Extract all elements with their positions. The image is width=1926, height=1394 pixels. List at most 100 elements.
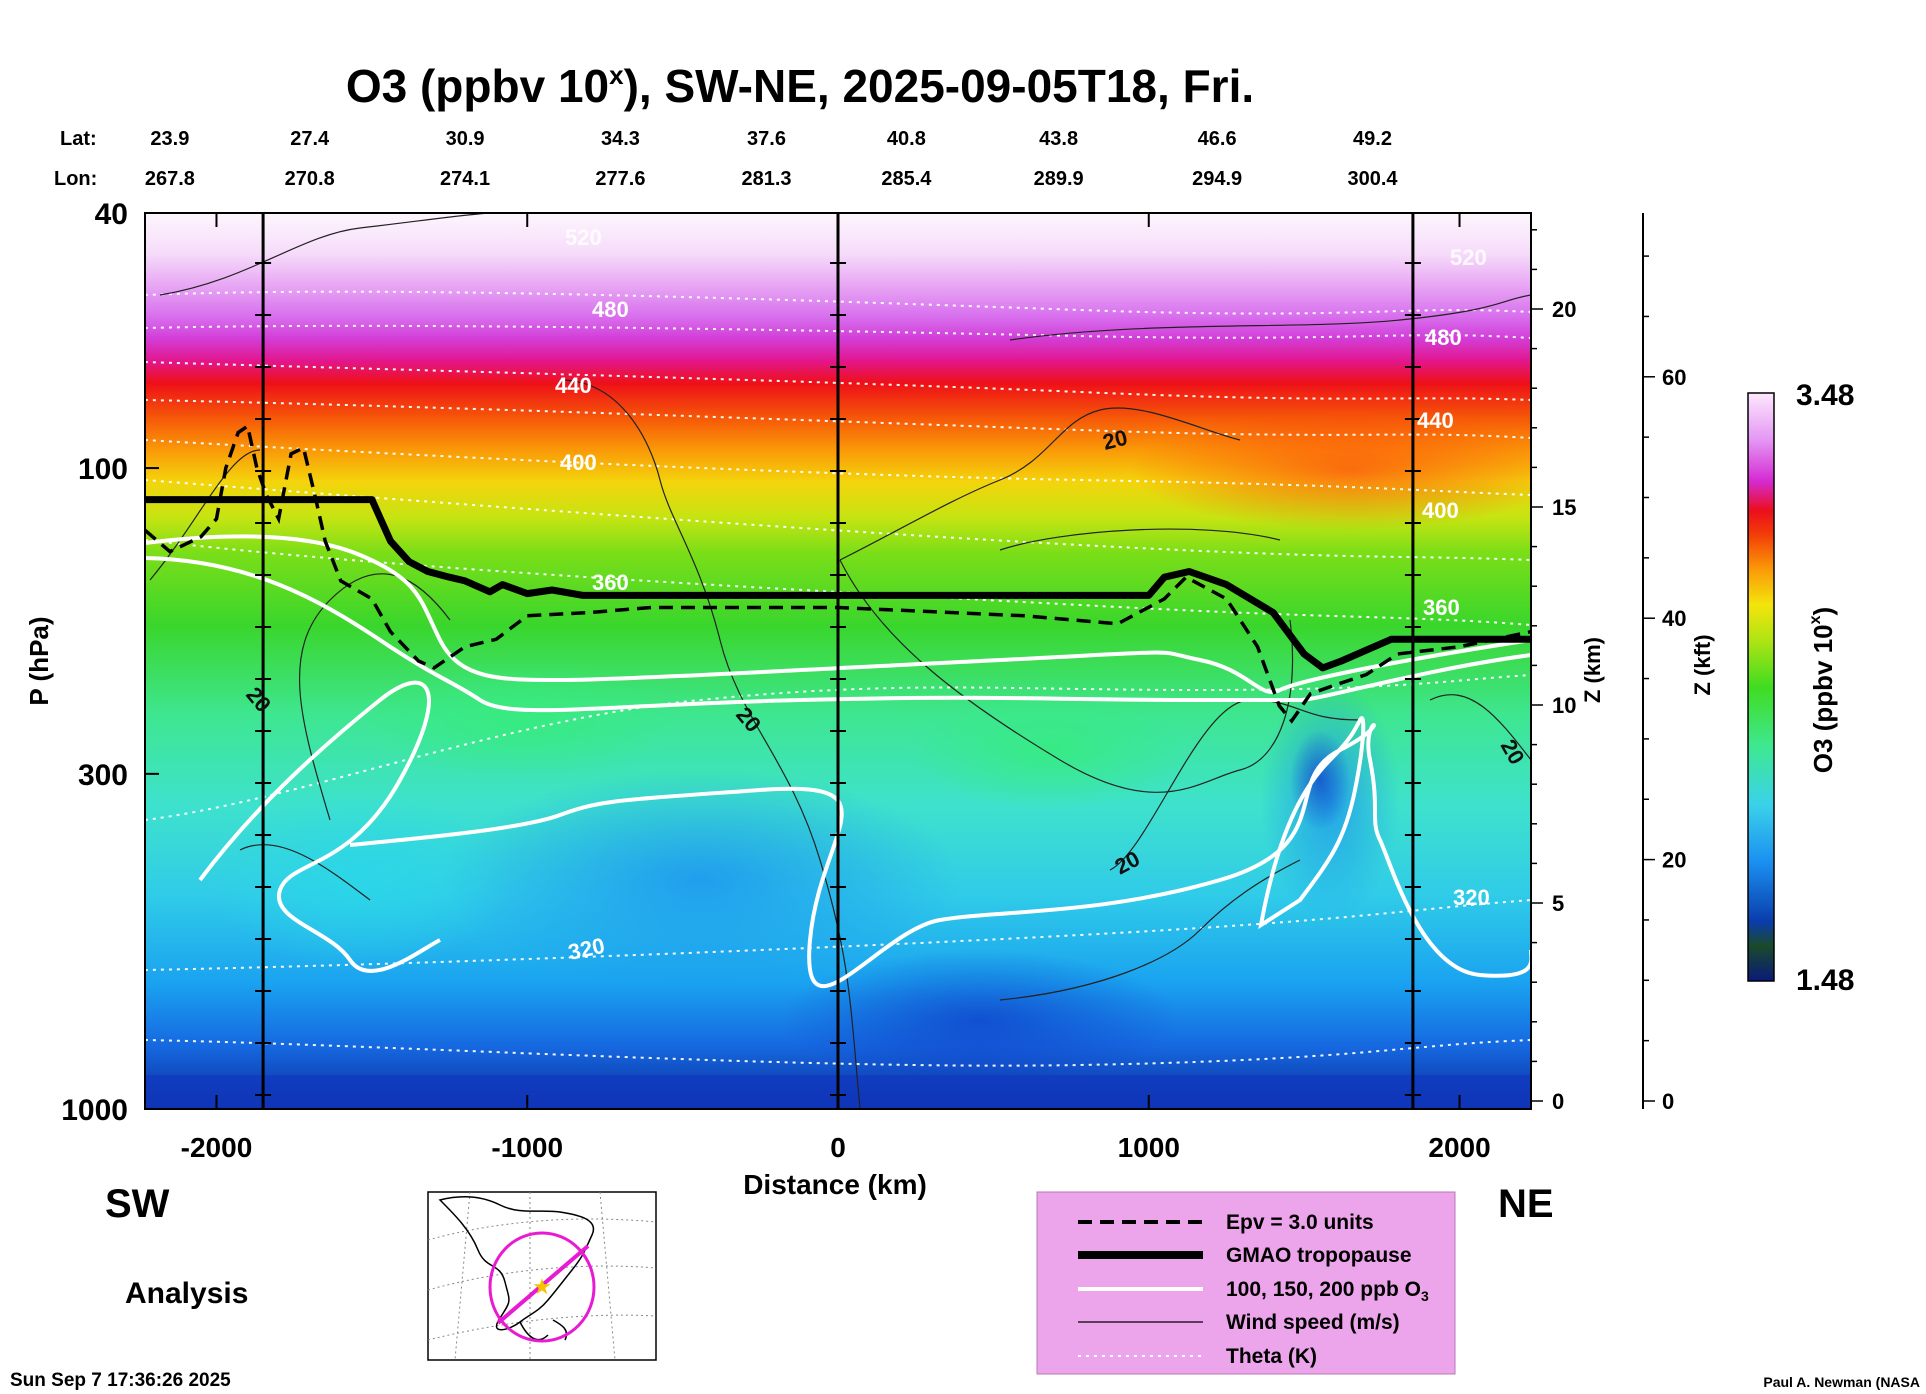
lon-value: 270.8 (285, 168, 335, 190)
x-tick-label: 1000 (1118, 1132, 1180, 1163)
theta-label: 440 (555, 373, 592, 398)
coastline (438, 1195, 595, 1331)
theta-contour-line (145, 439, 1531, 496)
theta-label: 400 (560, 450, 597, 475)
theta-contour-line (145, 899, 1531, 971)
theta-contour-line (145, 290, 1531, 315)
lon-value: 277.6 (595, 168, 645, 190)
theta-contour-line (145, 674, 1531, 821)
theta-contour-line (145, 361, 1531, 401)
lat-row-label: Lat: (60, 128, 97, 150)
o3-ppb-contours (145, 534, 1531, 988)
colorbar-label: O3 (ppbv 10x) (1807, 607, 1838, 773)
y-tick-label: 100 (78, 453, 128, 486)
lon-value: 285.4 (881, 168, 932, 190)
legend-item-wind: Wind speed (m/s) (1226, 1311, 1400, 1334)
z-km-tick-label: 5 (1552, 891, 1564, 916)
x-axis: -2000 -1000 0 1000 2000 (181, 213, 1491, 1163)
x-tick-label: -1000 (491, 1132, 563, 1163)
theta-label: 440 (1417, 408, 1454, 433)
z-kft-tick-label: 60 (1662, 365, 1686, 390)
map-range-ring (488, 1231, 596, 1343)
y-axis-label: P (hPa) (24, 616, 54, 705)
wind-contour-line (298, 573, 451, 821)
lon-value: 294.9 (1192, 168, 1242, 190)
legend-item-theta: Theta (K) (1226, 1345, 1317, 1368)
lat-value: 23.9 (150, 128, 189, 150)
y-tick-label: 40 (95, 198, 128, 231)
lon-value: 289.9 (1034, 168, 1084, 190)
footer-timestamp: Sun Sep 7 17:36:26 2025 (10, 1370, 231, 1391)
colorbar: 3.48 1.48 O3 (ppbv 10x) (1747, 379, 1854, 997)
z-kft-tick-label: 0 (1662, 1089, 1674, 1114)
gmao-tropopause-line (145, 496, 1531, 672)
z-km-tick-label: 10 (1552, 693, 1576, 718)
z-km-tick-label: 15 (1552, 495, 1576, 520)
colorbar-gradient (1747, 392, 1775, 982)
wind-contour-line (999, 859, 1301, 1001)
inset-map: ★ (427, 1191, 657, 1361)
legend-item-o3: 100, 150, 200 ppb O3 (1226, 1278, 1429, 1304)
x-tick-label: 0 (830, 1132, 846, 1163)
o3-contour-line (349, 723, 1531, 988)
epv-3-line (145, 423, 1531, 724)
x-tick-label: -2000 (181, 1132, 253, 1163)
x-axis-label: Distance (km) (743, 1169, 927, 1200)
theta-label: 400 (1422, 498, 1459, 523)
sw-label: SW (105, 1182, 170, 1226)
z-kft-axis: 0 20 40 60 (1642, 213, 1686, 1114)
theta-label: 360 (1423, 595, 1460, 620)
theta-label: 480 (1425, 325, 1462, 350)
colorbar-min-label: 1.48 (1796, 964, 1854, 997)
y-tick-label: 300 (78, 759, 128, 792)
theta-contour-line (145, 1039, 1531, 1067)
legend: Epv = 3.0 units GMAO tropopause 100, 150… (1036, 1191, 1456, 1375)
z-km-tick-label: 20 (1552, 297, 1576, 322)
wind-contour-line (999, 528, 1281, 551)
lat-value: 43.8 (1039, 128, 1078, 150)
legend-item-tropopause: GMAO tropopause (1226, 1244, 1412, 1267)
contour-labels: 520 520 480 480 440 440 400 400 360 360 … (241, 225, 1529, 965)
lat-value: 30.9 (446, 128, 485, 150)
wind-label: 20 (1100, 425, 1130, 455)
chart-title: O3 (ppbv 10x), SW-NE, 2025-09-05T18, Fri… (346, 60, 1254, 112)
theta-contour-line (145, 539, 1531, 626)
lat-value: 34.3 (601, 128, 640, 150)
wind-contour-line (839, 407, 1241, 561)
lat-value: 40.8 (887, 128, 926, 150)
theta-contours (145, 290, 1531, 1067)
ne-label: NE (1498, 1182, 1554, 1226)
lat-value: 27.4 (290, 128, 330, 150)
o3-contour-line (145, 534, 1531, 694)
theta-label: 480 (592, 297, 629, 322)
z-km-axis: 0 5 10 15 20 (1530, 213, 1576, 1114)
theta-contour-line (145, 479, 1531, 561)
y-tick-label: 1000 (61, 1094, 128, 1127)
theta-label: 520 (565, 225, 602, 250)
z-kft-tick-label: 20 (1662, 848, 1686, 873)
ozone-field (145, 213, 1531, 1109)
x-tick-label: 2000 (1428, 1132, 1490, 1163)
vertical-markers (255, 213, 1421, 1109)
wind-speed-contours (149, 213, 1531, 1109)
legend-item-epv: Epv = 3.0 units (1226, 1211, 1374, 1234)
lat-value: 46.6 (1198, 128, 1237, 150)
lat-value: 49.2 (1353, 128, 1392, 150)
analysis-label: Analysis (125, 1277, 248, 1310)
map-center-star-icon: ★ (532, 1274, 552, 1299)
lat-value: 37.6 (747, 128, 786, 150)
lon-value: 274.1 (440, 168, 490, 190)
lat-lon-header: Lat: Lon: 23.9 267.8 27.4 270.8 30.9 274.1 34.… (54, 128, 1398, 190)
o3-contour-line (145, 556, 1531, 713)
z-km-axis-label: Z (km) (1580, 637, 1605, 703)
z-kft-tick-label: 40 (1662, 606, 1686, 631)
map-cross-section-path (496, 1244, 590, 1325)
colorbar-max-label: 3.48 (1796, 379, 1854, 412)
wind-contour-line (1429, 694, 1531, 761)
lon-value: 281.3 (741, 168, 791, 190)
footer-credit: Paul A. Newman (NASA (1763, 1374, 1920, 1390)
theta-label: 320 (1453, 885, 1490, 910)
z-km-tick-label: 0 (1552, 1089, 1564, 1114)
lon-value: 267.8 (145, 168, 195, 190)
wind-contour-line (239, 844, 371, 901)
